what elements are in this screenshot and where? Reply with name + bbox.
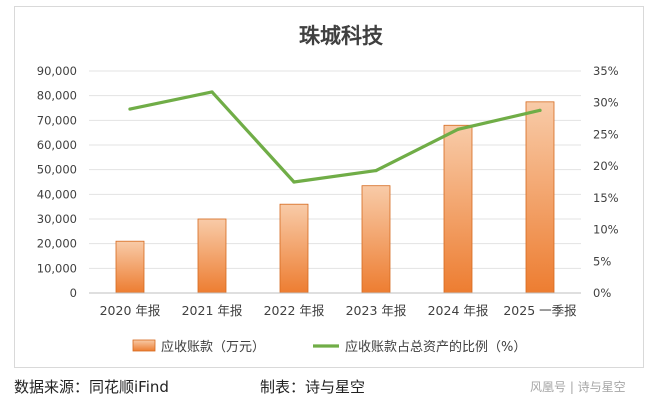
bar xyxy=(525,101,555,294)
y-left-tick-label: 20,000 xyxy=(37,237,77,251)
y-left-tick-label: 70,000 xyxy=(37,113,77,127)
chart: 珠城科技 0 10,000 20,000 30,000 40,000 50,000 60,0… xyxy=(37,24,619,355)
footer-maker: 制表：诗与星空 xyxy=(260,378,366,396)
footer-watermark: 风凰号 | 诗与星空 xyxy=(530,380,626,394)
x-tick-label: 2023 年报 xyxy=(346,303,407,318)
footer-source: 数据来源：同花顺iFind xyxy=(14,378,169,396)
chart-title: 珠城科技 xyxy=(299,24,384,48)
y-left-tick-label: 40,000 xyxy=(37,187,77,201)
y-left-tick-label: 50,000 xyxy=(37,163,77,177)
x-tick-label: 2021 年报 xyxy=(182,303,243,318)
y-left-tick-label: 90,000 xyxy=(37,64,77,78)
ratio-line-point xyxy=(292,180,296,184)
y-right-tick-label: 5% xyxy=(593,254,611,268)
legend-bar-swatch xyxy=(132,339,156,352)
x-tick-label: 2024 年报 xyxy=(428,303,489,318)
y-left-tick-label: 10,000 xyxy=(37,261,77,275)
bar xyxy=(361,185,391,294)
y-left-tick-label: 30,000 xyxy=(37,212,77,226)
ratio-line-point xyxy=(374,168,378,173)
y-right-tick-label: 20% xyxy=(593,159,619,173)
x-tick-label: 2020 年报 xyxy=(100,303,161,318)
chart-frame: 珠城科技 0 10,000 20,000 30,000 40,000 50,000 60,0… xyxy=(14,6,644,368)
y-right-tick-label: 30% xyxy=(593,96,619,110)
y-left-tick-label: 0 xyxy=(70,286,77,300)
bar xyxy=(197,218,227,294)
bar xyxy=(443,124,473,294)
ratio-line-point xyxy=(538,108,542,112)
ratio-line xyxy=(128,90,542,184)
y-right-tick-label: 0% xyxy=(593,286,611,300)
y-right-tick-label: 10% xyxy=(593,223,619,237)
y-right-tick-label: 15% xyxy=(593,191,619,205)
ratio-line-point xyxy=(456,127,460,131)
x-tick-label: 2025 一季报 xyxy=(503,303,577,318)
x-tick-label: 2022 年报 xyxy=(264,303,325,318)
y-left-tick-label: 80,000 xyxy=(37,89,77,103)
bars xyxy=(115,101,555,294)
bar xyxy=(279,203,309,294)
bar xyxy=(115,240,145,294)
legend-line-label: 应收账款占总资产的比例（%） xyxy=(345,339,526,355)
ratio-line-point xyxy=(128,107,132,111)
axes: 0 10,000 20,000 30,000 40,000 50,000 60,000 70,… xyxy=(37,64,619,318)
ratio-line-path xyxy=(128,90,542,184)
legend-bar-label: 应收账款（万元） xyxy=(161,339,265,355)
y-right-tick-label: 35% xyxy=(593,64,619,78)
y-right-tick-label: 25% xyxy=(593,127,619,141)
gridlines xyxy=(89,70,581,294)
y-left-tick-label: 60,000 xyxy=(37,138,77,152)
ratio-line-point xyxy=(210,90,214,94)
legend: 应收账款（万元） 应收账款占总资产的比例（%） xyxy=(132,339,526,355)
